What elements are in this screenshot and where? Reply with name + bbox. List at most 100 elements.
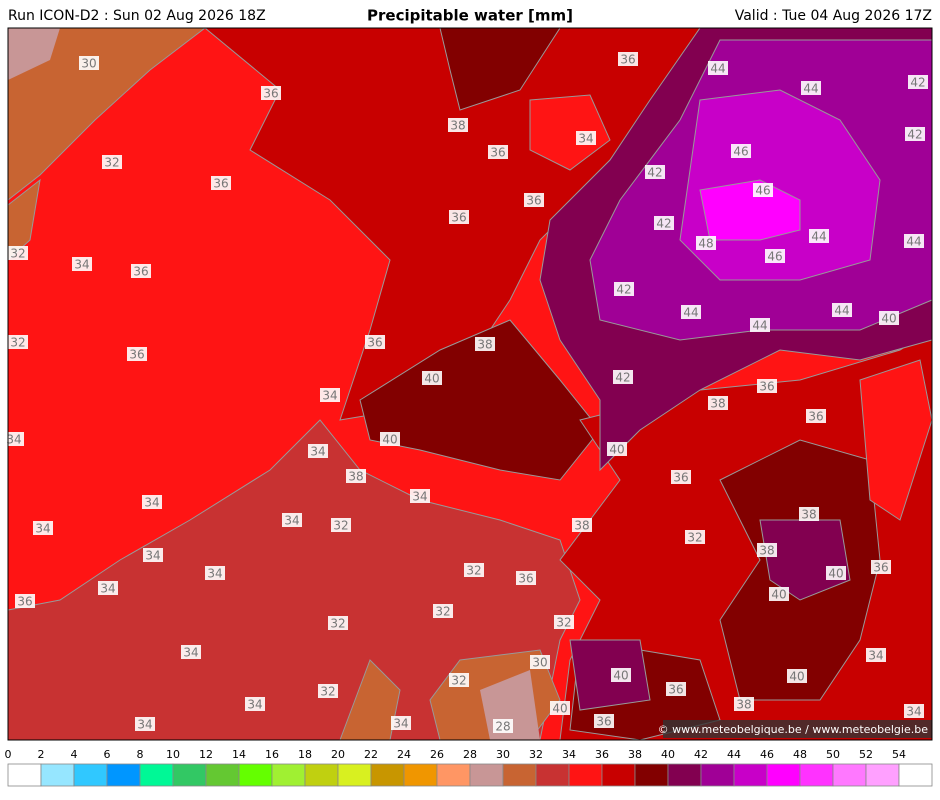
colorbar-tick-label: 36 <box>595 748 609 761</box>
contour-label-bg <box>904 234 924 248</box>
contour-label-bg <box>645 165 665 179</box>
contour-label: 42 <box>656 217 671 231</box>
colorbar-box <box>73 763 108 787</box>
contour-label: 44 <box>683 306 698 320</box>
contour-label: 44 <box>811 230 826 244</box>
contour-label-bg <box>611 668 631 682</box>
contour-label: 42 <box>907 128 922 142</box>
contour-label: 42 <box>616 283 631 297</box>
contour-label-bg <box>681 305 701 319</box>
contour-label: 36 <box>526 194 541 208</box>
contour-label: 36 <box>673 471 688 485</box>
contour-label-bg <box>245 697 265 711</box>
contour-label: 38 <box>348 470 363 484</box>
contour-label: 38 <box>801 508 816 522</box>
contour-label: 36 <box>263 87 278 101</box>
contour-label-bg <box>757 543 777 557</box>
contour-label: 34 <box>906 705 921 719</box>
contour-label: 40 <box>771 588 786 602</box>
contour-label-bg <box>801 81 821 95</box>
colorbar-box <box>40 763 75 787</box>
valid-label: Valid : Tue 04 Aug 2026 17Z <box>735 8 932 24</box>
contour-label: 40 <box>881 312 896 326</box>
colorbar-box <box>139 763 174 787</box>
contour-label-bg <box>135 717 155 731</box>
colorbar-tick-label: 20 <box>331 748 345 761</box>
colorbar-box <box>436 763 471 787</box>
colorbar-tick-label: 6 <box>104 748 111 761</box>
colorbar-box <box>469 763 504 787</box>
colorbar-tick-label: 54 <box>892 748 906 761</box>
contour-label-bg <box>488 145 508 159</box>
map-frame <box>7 27 933 741</box>
contour-label: 36 <box>213 177 228 191</box>
contour-label: 38 <box>574 519 589 533</box>
contour-label: 32 <box>330 617 345 631</box>
run-label: Run ICON-D2 : Sun 02 Aug 2026 18Z <box>8 8 266 24</box>
contour-label: 38 <box>477 338 492 352</box>
contour-label-bg <box>554 615 574 629</box>
contour-label-bg <box>143 548 163 562</box>
contour-label-bg <box>731 144 751 158</box>
colorbar-tick-label: 38 <box>628 748 642 761</box>
contour-label: 44 <box>710 62 725 76</box>
colorbar-box <box>700 763 735 787</box>
contour-label: 34 <box>412 490 427 504</box>
contour-label: 36 <box>596 715 611 729</box>
colorbar-box <box>205 763 240 787</box>
contour-label: 38 <box>450 119 465 133</box>
colorbar-tick-label: 18 <box>298 748 312 761</box>
colorbar-box <box>403 763 438 787</box>
colorbar-box <box>238 763 273 787</box>
contour-label: 34 <box>74 258 89 272</box>
colorbar-box <box>337 763 372 787</box>
contour-label-bg <box>576 131 596 145</box>
contour-label: 34 <box>578 132 593 146</box>
contour-label: 36 <box>490 146 505 160</box>
contour-label: 36 <box>518 572 533 586</box>
contour-label: 36 <box>808 410 823 424</box>
colorbar-box <box>898 763 933 787</box>
colorbar-tick-label: 52 <box>859 748 873 761</box>
contour-label: 38 <box>710 397 725 411</box>
contour-label-bg <box>879 311 899 325</box>
contour-label: 34 <box>207 567 222 581</box>
colorbar-box <box>634 763 669 787</box>
contour-label-bg <box>618 52 638 66</box>
colorbar-box <box>832 763 867 787</box>
contour-label-bg <box>696 236 716 250</box>
contour-label: 38 <box>759 544 774 558</box>
contour-label-bg <box>871 560 891 574</box>
contour-label: 32 <box>320 685 335 699</box>
colorbar-box <box>271 763 306 787</box>
contour-label: 36 <box>873 561 888 575</box>
contour-label-bg <box>318 684 338 698</box>
colorbar-tick-label: 46 <box>760 748 774 761</box>
contour-label-bg <box>654 216 674 230</box>
contour-label: 36 <box>133 265 148 279</box>
colorbar-box <box>7 763 42 787</box>
contour-label-bg <box>516 571 536 585</box>
contour-label: 30 <box>532 656 547 670</box>
contour-label-bg <box>908 75 928 89</box>
contour-label: 32 <box>466 564 481 578</box>
contour-label: 44 <box>834 304 849 318</box>
contour-label-bg <box>127 347 147 361</box>
colorbar-tick-label: 16 <box>265 748 279 761</box>
contour-label-bg <box>422 371 442 385</box>
contour-label: 42 <box>910 76 925 90</box>
contour-label-bg <box>365 335 385 349</box>
contour-label-bg <box>320 388 340 402</box>
contour-label: 32 <box>10 247 25 261</box>
contour-label: 32 <box>556 616 571 630</box>
contour-label-bg <box>614 282 634 296</box>
colorbar-tick-label: 42 <box>694 748 708 761</box>
colorbar-box <box>733 763 768 787</box>
contour-label-bg <box>448 118 468 132</box>
contour-label-bg <box>142 495 162 509</box>
contour-label-bg <box>4 432 24 446</box>
contour-label-bg <box>211 176 231 190</box>
colorbar-box <box>502 763 537 787</box>
contour-label-bg <box>433 604 453 618</box>
map-field <box>7 27 933 741</box>
